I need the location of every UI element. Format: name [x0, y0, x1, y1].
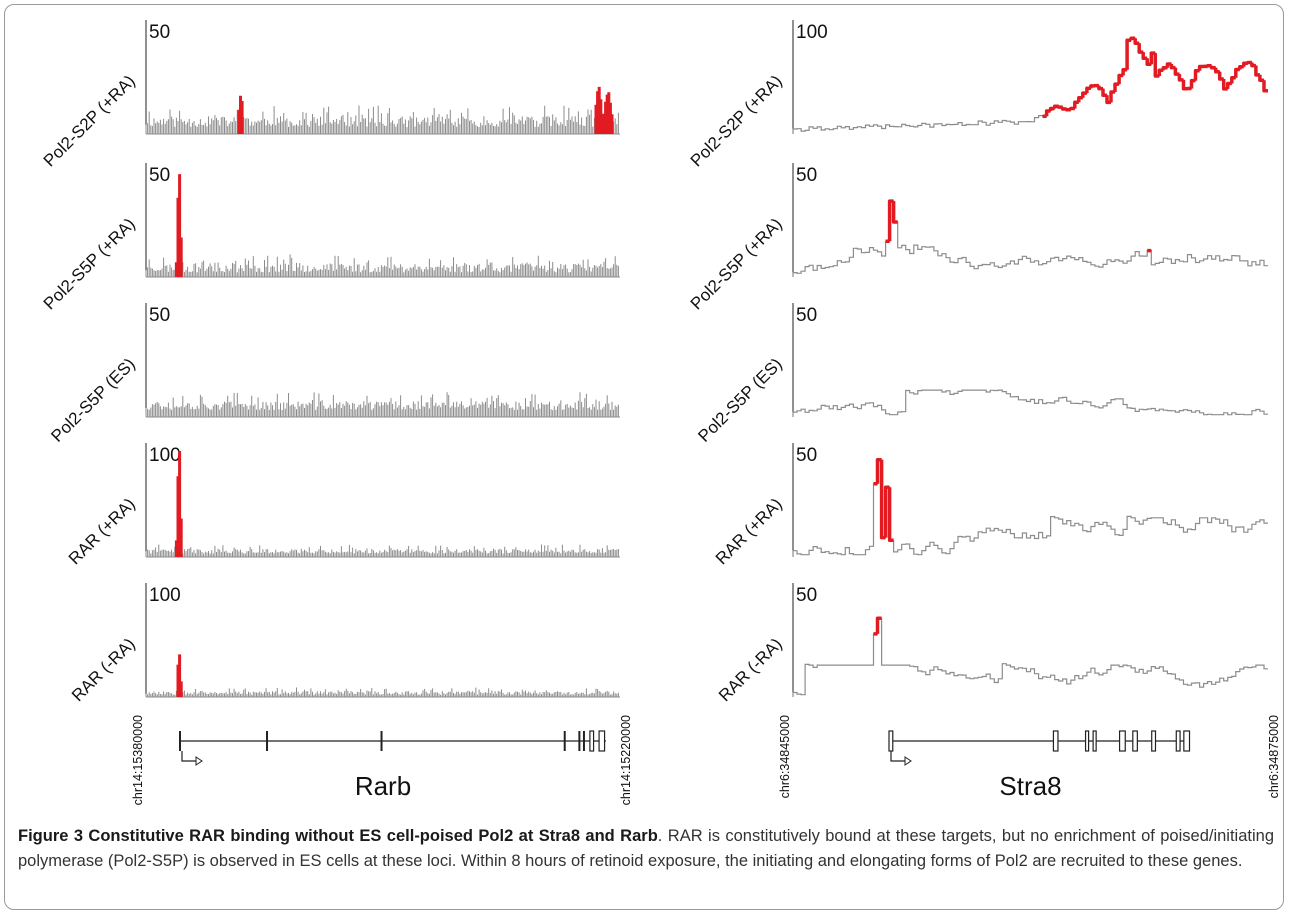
exon: [1118, 730, 1126, 752]
enriched-region: [174, 174, 183, 277]
exon: [598, 730, 606, 752]
exon: [1084, 730, 1090, 752]
y-max-label: 100: [149, 445, 181, 466]
region-start-label: chr14:15380000: [131, 715, 145, 805]
track-label: Pol2-S2P (+RA): [40, 71, 139, 170]
tss-arrowhead-icon: [904, 756, 912, 766]
y-max-label: 50: [149, 22, 170, 43]
signal-trace: [792, 389, 1268, 417]
track-label: Pol2-S5P (+RA): [687, 214, 786, 313]
signal-trace: [792, 617, 1268, 697]
tss-arrow-icon: [890, 751, 905, 762]
figure-frame: [4, 4, 1284, 910]
caption-title: Figure 3 Constitutive RAR binding withou…: [18, 827, 658, 845]
y-max-label: 50: [149, 165, 170, 186]
track-label: RAR (-RA): [715, 634, 786, 705]
y-max-label: 50: [796, 585, 817, 606]
track-label: RAR (-RA): [68, 634, 139, 705]
y-max-label: 50: [796, 165, 817, 186]
track-label: Pol2-S5P (+RA): [40, 214, 139, 313]
exon: [589, 730, 595, 752]
y-max-label: 50: [149, 305, 170, 326]
signal-trace: [145, 105, 619, 134]
y-max-label: 50: [796, 305, 817, 326]
tss-arrow-icon: [181, 751, 196, 762]
exon: [1092, 730, 1097, 752]
exon: [888, 730, 894, 752]
y-max-label: 100: [149, 585, 181, 606]
tss-arrowhead-icon: [195, 756, 203, 766]
gene-name: Rarb: [355, 771, 411, 801]
track-label: RAR (+RA): [65, 494, 139, 568]
track-label: Pol2-S5P (ES): [47, 354, 138, 445]
caption-text: . RAR is constitutively bound at these t…: [18, 827, 1274, 870]
region-end-label: chr6:34875000: [1267, 715, 1281, 798]
exon: [1183, 730, 1191, 752]
y-max-label: 100: [796, 22, 828, 43]
figure-caption: Figure 3 Constitutive RAR binding withou…: [18, 824, 1274, 874]
enriched-region: [873, 616, 882, 636]
exon: [1052, 730, 1059, 752]
enriched-region: [237, 86, 614, 134]
signal-trace: [145, 544, 619, 557]
track-label: Pol2-S5P (ES): [694, 354, 785, 445]
enriched-region: [176, 654, 183, 697]
signal-trace: [145, 254, 619, 277]
signal-trace: [792, 37, 1268, 134]
signal-trace: [145, 687, 619, 697]
exon: [1175, 730, 1181, 752]
signal-trace: [792, 459, 1268, 557]
enriched-region: [1042, 36, 1268, 119]
region-start-label: chr6:34845000: [778, 715, 792, 798]
enriched-region: [873, 457, 894, 543]
chip-seq-figure: 50 Pol2-S2P (+RA) 50 Pol2-S5P (+RA) 50 Pol2-S…: [40, 20, 1281, 805]
gene-name: Stra8: [999, 771, 1061, 801]
signal-trace: [792, 200, 1268, 277]
y-max-label: 50: [796, 445, 817, 466]
track-label: Pol2-S2P (+RA): [687, 71, 786, 170]
track-label: RAR (+RA): [712, 494, 786, 568]
exon: [1132, 730, 1138, 752]
signal-trace: [145, 392, 619, 417]
enriched-region: [885, 199, 1152, 253]
exon: [1151, 730, 1157, 752]
region-end-label: chr14:15220000: [619, 715, 633, 805]
enriched-region: [174, 451, 183, 557]
